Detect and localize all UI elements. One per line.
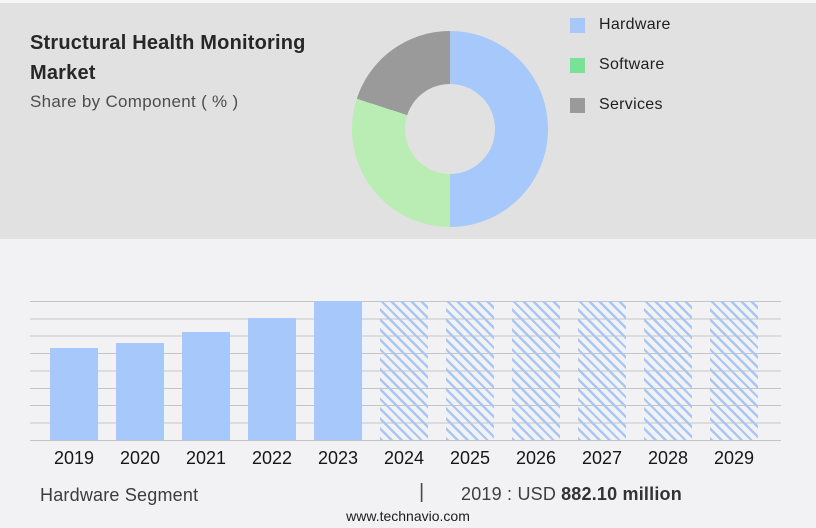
x-axis-label-2028: 2028 bbox=[647, 448, 689, 468]
bar-chart-section: 2019 2020 2021 2022 2023 2024 2025 2026 2027 2028… bbox=[0, 239, 816, 528]
bar-2027 bbox=[578, 301, 626, 440]
bar-2021 bbox=[182, 332, 230, 440]
x-axis-label-2027: 2027 bbox=[581, 448, 623, 468]
segment-label: Hardware Segment bbox=[40, 485, 199, 505]
legend-label: Hardware bbox=[599, 16, 671, 33]
x-axis-label-2025: 2025 bbox=[449, 448, 491, 468]
legend-item-hardware: Hardware bbox=[570, 10, 800, 40]
top-section: Structural Health Monitoring Market Shar… bbox=[0, 0, 816, 239]
bar-2022 bbox=[248, 318, 296, 440]
bar-2024 bbox=[380, 301, 428, 440]
value-amount: 882.10 million bbox=[561, 484, 682, 504]
x-axis-label-2024: 2024 bbox=[383, 448, 425, 468]
bar-2029 bbox=[710, 301, 758, 440]
bar-2020 bbox=[116, 343, 164, 440]
page-title: Structural Health Monitoring Market bbox=[30, 32, 306, 84]
x-axis-label-2023: 2023 bbox=[317, 448, 359, 468]
donut-hole bbox=[405, 84, 495, 174]
x-axis-label-2020: 2020 bbox=[119, 448, 161, 468]
x-axis-label-2026: 2026 bbox=[515, 448, 557, 468]
bar-2025 bbox=[446, 301, 494, 440]
bar-2026 bbox=[512, 301, 560, 440]
website-url: www.technavio.com bbox=[346, 508, 470, 524]
bar-2019 bbox=[50, 348, 98, 440]
value-prefix: 2019 : USD bbox=[461, 484, 557, 504]
x-axis-label-2019: 2019 bbox=[53, 448, 95, 468]
legend-label: Services bbox=[599, 96, 663, 113]
bar-2023 bbox=[314, 301, 362, 440]
bar-2028 bbox=[644, 301, 692, 440]
legend-swatch-icon bbox=[570, 97, 585, 113]
value-annotation: 2019 : USD 882.10 million bbox=[461, 484, 682, 505]
bar-chart-plot: 2019 2020 2021 2022 2023 2024 2025 2026 2027 2028… bbox=[30, 301, 781, 468]
legend-item-services: Services bbox=[570, 90, 800, 120]
legend-swatch-icon bbox=[570, 57, 585, 73]
legend-item-software: Software bbox=[570, 50, 800, 80]
legend-label: Software bbox=[599, 56, 665, 73]
legend-swatch-icon bbox=[570, 17, 585, 33]
chart-legend: Hardware Software Services bbox=[570, 10, 800, 130]
donut-chart bbox=[352, 31, 548, 227]
x-axis-label-2029: 2029 bbox=[713, 448, 755, 468]
footer-separator: | bbox=[419, 481, 425, 503]
chart-subtitle: Share by Component ( % ) bbox=[30, 92, 239, 111]
top-edge-strip bbox=[0, 0, 816, 3]
x-axis-label-2022: 2022 bbox=[251, 448, 293, 468]
x-axis-label-2021: 2021 bbox=[185, 448, 227, 468]
